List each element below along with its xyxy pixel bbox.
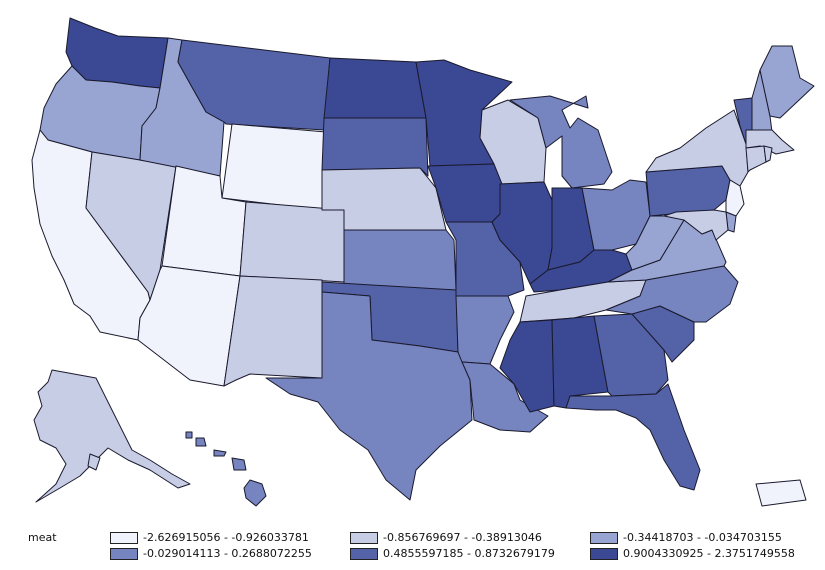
legend-swatch-6 [590, 547, 618, 560]
legend-swatch-4 [110, 547, 138, 560]
state-tx [265, 291, 473, 501]
state-hi-kauai [185, 431, 193, 439]
legend-label-6: 0.9004330925 - 2.3751749558 [623, 547, 795, 560]
state-ar [455, 295, 515, 365]
state-co [239, 201, 345, 283]
state-ri [763, 145, 773, 163]
us-states-map [31, 17, 815, 507]
legend-item-4: -0.029014113 - 0.2688072255 [110, 546, 312, 561]
legend-label-1: -2.626915056 - -0.926033781 [143, 531, 309, 544]
legend-item-2: -0.856769697 - -0.38913046 [350, 530, 542, 545]
state-fl [565, 383, 701, 491]
legend-item-3: -0.34418703 - -0.034703155 [590, 530, 782, 545]
state-ak [33, 369, 191, 503]
state-nh [751, 69, 773, 133]
state-hi-maui [231, 457, 247, 471]
state-nd [323, 57, 427, 119]
state-la [461, 361, 549, 433]
legend-item-1: -2.626915056 - -0.926033781 [110, 530, 309, 545]
state-pa [645, 165, 731, 217]
legend-label-4: -0.029014113 - 0.2688072255 [143, 547, 312, 560]
state-hi-molokai [213, 449, 227, 457]
legend-title: meat [28, 531, 57, 544]
legend-label-3: -0.34418703 - -0.034703155 [623, 531, 782, 544]
legend-swatch-5 [350, 547, 378, 560]
state-me [759, 45, 815, 119]
state-hi-big-island [243, 479, 267, 507]
legend-label-2: -0.856769697 - -0.38913046 [383, 531, 542, 544]
legend-item-6: 0.9004330925 - 2.3751749558 [590, 546, 795, 561]
map-legend: meat -2.626915056 - -0.926033781 -0.8567… [28, 528, 808, 562]
state-sd [321, 117, 429, 177]
alaska-island-1 [87, 453, 101, 471]
state-nm [223, 275, 323, 387]
state-nj [725, 179, 745, 217]
state-md [663, 209, 729, 241]
legend-swatch-2 [350, 531, 378, 544]
legend-swatch-3 [590, 531, 618, 544]
legend-swatch-1 [110, 531, 138, 544]
state-hi-oahu [195, 437, 207, 447]
legend-item-5: 0.4855597185 - 0.8732679179 [350, 546, 555, 561]
state-ct [745, 145, 767, 173]
state-pr [755, 479, 807, 507]
state-wy [221, 123, 327, 211]
state-ks [343, 229, 457, 291]
legend-label-5: 0.4855597185 - 0.8732679179 [383, 547, 555, 560]
state-mi [509, 95, 613, 189]
